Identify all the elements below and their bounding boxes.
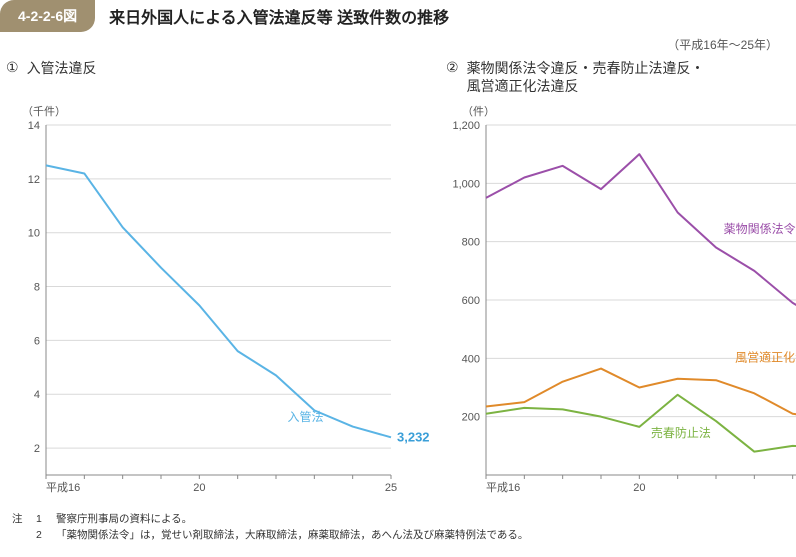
footnotes: 注 1 警察庁刑事局の資料による。 2 「薬物関係法令」は，覚せい剤取締法，大麻… xyxy=(12,512,796,544)
svg-text:14: 14 xyxy=(28,120,40,132)
chart1-unit: （千件） xyxy=(22,103,436,119)
figure-title: 来日外国人による入管法違反等 送致件数の推移 xyxy=(109,4,449,28)
note-num-2: 2 xyxy=(36,528,48,544)
svg-text:200: 200 xyxy=(462,412,480,424)
svg-text:10: 10 xyxy=(28,228,40,240)
svg-text:800: 800 xyxy=(462,237,480,249)
svg-text:20: 20 xyxy=(193,482,205,494)
period-label: （平成16年～25年） xyxy=(0,36,778,53)
svg-text:6: 6 xyxy=(34,335,40,347)
figure-header: 4-2-2-6図 来日外国人による入管法違反等 送致件数の推移 xyxy=(0,0,796,32)
chart1-subtitle: 入管法違反 xyxy=(27,59,97,77)
svg-text:1,200: 1,200 xyxy=(452,120,480,132)
chart1-number: ① xyxy=(6,59,19,76)
svg-text:入管法: 入管法 xyxy=(288,409,324,424)
note-text-1: 警察庁刑事局の資料による。 xyxy=(56,512,192,528)
svg-text:1,000: 1,000 xyxy=(452,178,480,190)
svg-text:400: 400 xyxy=(462,353,480,365)
chart2-svg: 2004006008001,0001,200平成162025薬物関係法令513風… xyxy=(446,119,796,499)
svg-text:20: 20 xyxy=(633,482,645,494)
svg-text:平成16: 平成16 xyxy=(486,481,520,494)
figure-badge: 4-2-2-6図 xyxy=(0,0,95,32)
chart2-unit: （件） xyxy=(462,103,796,119)
svg-text:3,232: 3,232 xyxy=(397,429,430,444)
svg-text:薬物関係法令: 薬物関係法令 xyxy=(724,221,796,236)
chart2-number: ② xyxy=(446,59,459,76)
chart1-column: ① 入管法違反 （千件） 2 4 6 8 10 12 14 平成16 20 25 入管法 3,232 xyxy=(6,59,436,504)
chart2-subtitle-line2: 風営適正化法違反 xyxy=(467,78,579,94)
note-text-2: 「薬物関係法令」は，覚せい剤取締法，大麻取締法，麻薬取締法，あへん法及び麻薬特例… xyxy=(56,528,528,544)
chart2-subtitle: 薬物関係法令違反・売春防止法違反・ 風営適正化法違反 xyxy=(467,59,705,95)
chart1-plot: 2 4 6 8 10 12 14 平成16 20 25 入管法 3,232 xyxy=(6,119,436,504)
chart2-column: ② 薬物関係法令違反・売春防止法違反・ 風営適正化法違反 （件） 200 400 6… xyxy=(446,59,796,504)
svg-text:平成16: 平成16 xyxy=(46,481,80,494)
svg-text:12: 12 xyxy=(28,174,40,186)
chart2-plot: 2004006008001,0001,200平成162025薬物関係法令513風… xyxy=(446,119,796,504)
svg-text:25: 25 xyxy=(385,482,397,494)
svg-text:600: 600 xyxy=(462,295,480,307)
note-prefix: 注 xyxy=(12,512,28,528)
chart1-svg: 2 4 6 8 10 12 14 平成16 20 25 入管法 3,232 xyxy=(6,119,436,499)
svg-text:売春防止法: 売春防止法 xyxy=(651,425,711,440)
note-num-1: 1 xyxy=(36,512,48,528)
chart2-subtitle-line1: 薬物関係法令違反・売春防止法違反・ xyxy=(467,60,705,76)
charts-row: ① 入管法違反 （千件） 2468101214平成162025入管法3,232 … xyxy=(0,59,796,504)
svg-text:8: 8 xyxy=(34,282,40,294)
svg-text:4: 4 xyxy=(34,389,40,401)
svg-text:2: 2 xyxy=(34,443,40,455)
svg-text:風営適正化法: 風営適正化法 xyxy=(735,349,796,364)
